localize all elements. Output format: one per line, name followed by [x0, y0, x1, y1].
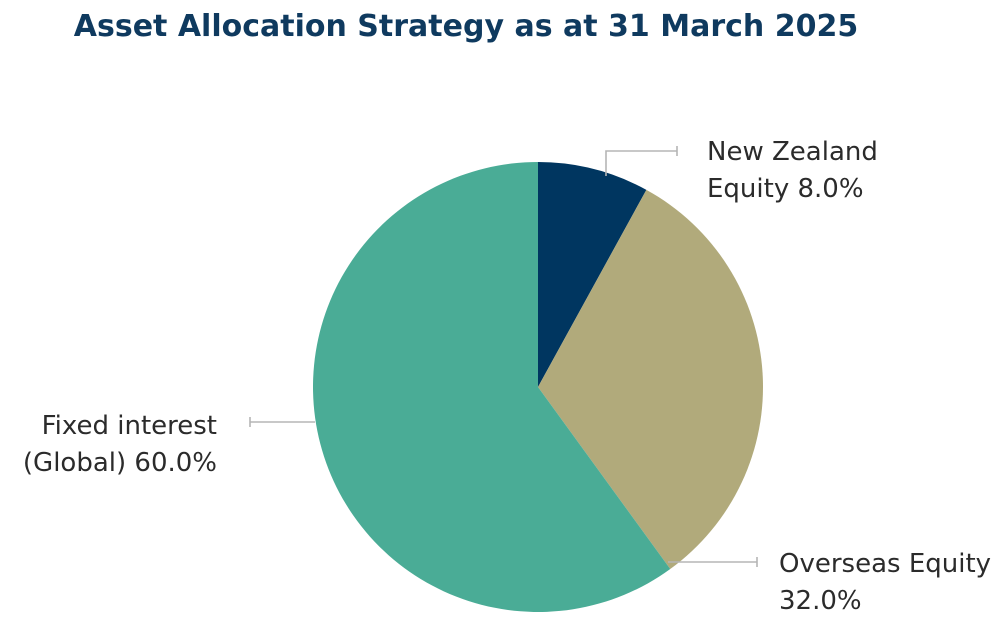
leader-line-2 — [249, 417, 315, 427]
slice-label-2: Fixed interest (Global) 60.0% — [23, 411, 217, 478]
slice-label-1-line-0: Overseas Equity — [779, 549, 991, 579]
slice-labels: New Zealand Equity 8.0% Overseas Equity 32.… — [23, 137, 991, 616]
pie-slice-0 — [538, 162, 647, 387]
slice-label-0-line-0: New Zealand — [707, 137, 878, 167]
leader-lines — [249, 146, 758, 567]
slice-label-1-line-1: 32.0% — [779, 586, 862, 616]
slice-label-1: Overseas Equity 32.0% — [779, 549, 991, 616]
chart-title: Asset Allocation Strategy as at 31 March… — [74, 9, 858, 44]
slice-label-2-line-0: Fixed interest — [42, 411, 217, 441]
slice-label-2-line-1: (Global) 60.0% — [23, 448, 217, 478]
slice-label-0-line-1: Equity 8.0% — [707, 174, 864, 204]
pie-slice-1 — [538, 189, 763, 570]
pie-slice-2 — [313, 162, 671, 612]
leader-line-0 — [605, 146, 678, 176]
slice-label-0: New Zealand Equity 8.0% — [707, 137, 878, 204]
pie-slices — [313, 162, 763, 612]
leader-line-1 — [668, 557, 758, 567]
